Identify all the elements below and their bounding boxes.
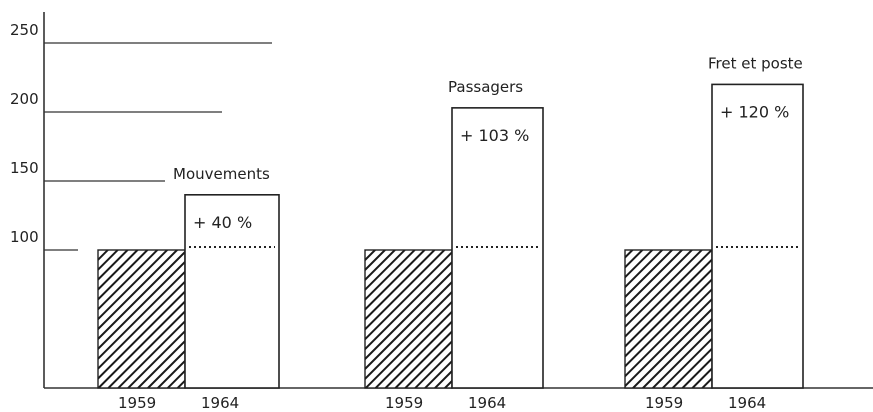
year-label-1964: 1964	[201, 394, 239, 412]
bar-1959	[624, 249, 713, 389]
bar-1964	[184, 194, 280, 389]
y-tick-label: 100	[10, 228, 39, 246]
change-label: + 120 %	[720, 102, 789, 121]
year-label-1964: 1964	[468, 394, 506, 412]
year-label-1959: 1959	[118, 394, 156, 412]
year-label-1959: 1959	[385, 394, 423, 412]
bar-1959	[97, 249, 186, 389]
bar-1959	[364, 249, 453, 389]
y-tick-label: 200	[10, 90, 39, 108]
change-label: + 40 %	[193, 213, 252, 232]
year-label-1964: 1964	[728, 394, 766, 412]
change-label: + 103 %	[460, 126, 529, 145]
category-label: Passagers	[448, 78, 523, 96]
category-label: Mouvements	[173, 165, 270, 183]
y-tick-label: 150	[10, 159, 39, 177]
category-label: Fret et poste	[708, 54, 803, 72]
bar-1964	[711, 83, 804, 389]
year-label-1959: 1959	[645, 394, 683, 412]
y-tick-label: 250	[10, 21, 39, 39]
